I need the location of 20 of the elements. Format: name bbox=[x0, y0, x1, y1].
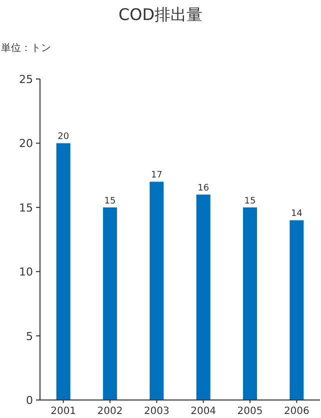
x-tick-label: 2004 bbox=[190, 406, 216, 417]
data-label: 17 bbox=[150, 170, 162, 181]
y-tick-label: 0 bbox=[26, 394, 33, 407]
data-label: 15 bbox=[244, 196, 256, 206]
x-tick-label: 2001 bbox=[50, 406, 76, 417]
y-tick-label: 10 bbox=[19, 266, 33, 279]
data-label: 20 bbox=[58, 132, 70, 142]
title: COD排出量 bbox=[118, 5, 203, 24]
x-tick-label: 2006 bbox=[284, 406, 310, 417]
y-tick-label: 5 bbox=[26, 330, 33, 343]
ylabel: 単位：トン bbox=[1, 43, 51, 54]
y-tick-label: 20 bbox=[19, 137, 33, 150]
data-label: 16 bbox=[198, 184, 210, 194]
data-label: 14 bbox=[290, 209, 303, 220]
y-tick-label: 25 bbox=[19, 73, 33, 86]
y-tick-label: 15 bbox=[19, 201, 33, 214]
x-tick-label: 2003 bbox=[144, 406, 170, 417]
x-tick-label: 2005 bbox=[237, 406, 263, 417]
data-label: 15 bbox=[104, 196, 116, 206]
x-tick-label: 2002 bbox=[97, 406, 123, 417]
